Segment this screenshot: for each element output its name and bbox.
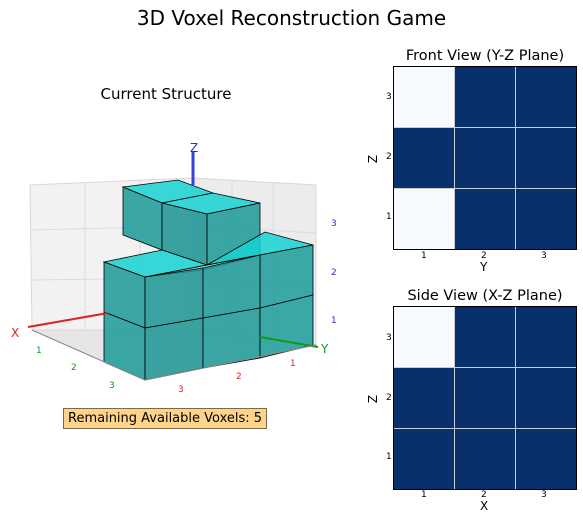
side-y-tick: 3	[386, 333, 392, 343]
floor-edge	[144, 344, 317, 381]
x-axis	[27, 312, 109, 328]
filled-cell[interactable]	[455, 67, 515, 127]
voxel-face	[259, 294, 314, 359]
filled-cell[interactable]	[516, 368, 576, 428]
filled-cell[interactable]	[455, 128, 515, 188]
front-y-tick: 2	[386, 152, 392, 162]
filled-cell[interactable]	[516, 429, 576, 489]
side-view-grid[interactable]	[393, 306, 577, 490]
side-x-tick: 3	[541, 490, 547, 500]
floor-edge	[31, 329, 146, 381]
filled-cell[interactable]	[516, 67, 576, 127]
filled-cell[interactable]	[455, 189, 515, 249]
remaining-voxels-badge: Remaining Available Voxels: 5	[63, 408, 268, 429]
side-ylabel: Z	[366, 394, 381, 404]
front-x-tick: 1	[421, 251, 427, 261]
filled-cell[interactable]	[394, 368, 454, 428]
filled-cell[interactable]	[516, 189, 576, 249]
voxel-group	[102, 179, 314, 381]
filled-cell[interactable]	[516, 307, 576, 367]
front-xlabel: Y	[480, 260, 488, 274]
empty-cell[interactable]	[394, 189, 454, 249]
filled-cell[interactable]	[455, 307, 515, 367]
front-view-title: Front View (Y-Z Plane)	[405, 48, 565, 64]
front-ylabel: Z	[366, 154, 381, 164]
voxel-face	[202, 307, 261, 369]
y-tick: 3	[178, 385, 184, 395]
game-title: 3D Voxel Reconstruction Game	[136, 6, 447, 30]
side-xlabel: X	[480, 499, 489, 513]
z-tick: 2	[331, 268, 337, 278]
filled-cell[interactable]	[394, 429, 454, 489]
voxel-face	[144, 317, 204, 381]
y-axis	[259, 336, 319, 348]
z-tick: 1	[331, 316, 337, 326]
filled-cell[interactable]	[516, 128, 576, 188]
front-x-tick: 3	[541, 251, 547, 261]
side-x-tick: 2	[481, 490, 487, 500]
front-y-tick: 3	[386, 92, 392, 102]
side-x-tick: 1	[421, 490, 427, 500]
y-tick: 1	[290, 359, 296, 369]
side-view-title: Side View (X-Z Plane)	[407, 288, 563, 304]
filled-cell[interactable]	[455, 429, 515, 489]
side-y-tick: 1	[386, 452, 392, 462]
x-tick: 2	[71, 363, 77, 373]
structure-panel-title: Current Structure	[100, 85, 232, 103]
voxel-face	[144, 267, 204, 329]
side-y-tick: 2	[386, 393, 392, 403]
front-y-tick: 1	[386, 212, 392, 222]
empty-cell[interactable]	[394, 67, 454, 127]
x-tick: 3	[109, 381, 115, 391]
y-axis-label: Y	[320, 342, 329, 356]
y-tick: 2	[236, 372, 242, 382]
x-tick: 1	[36, 346, 42, 356]
empty-cell[interactable]	[394, 307, 454, 367]
front-view-grid[interactable]	[393, 66, 577, 250]
filled-cell[interactable]	[394, 128, 454, 188]
x-axis-label: X	[11, 326, 19, 340]
voxel-3d-view[interactable]: Z X Y 3 2 1 1 2 3 3 2 1	[0, 130, 350, 400]
z-tick: 3	[331, 219, 337, 229]
z-axis-label: Z	[190, 141, 198, 155]
filled-cell[interactable]	[455, 368, 515, 428]
front-x-tick: 2	[481, 251, 487, 261]
